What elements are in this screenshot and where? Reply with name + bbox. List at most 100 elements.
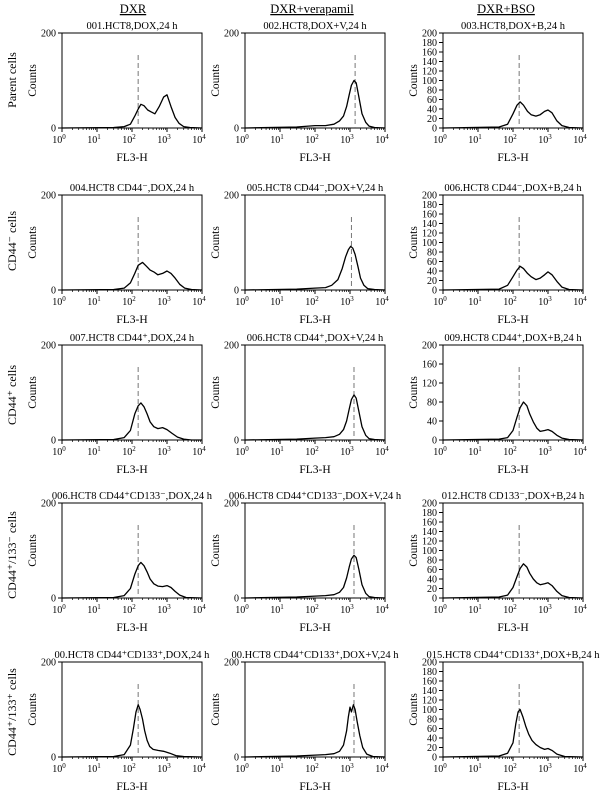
y-tick-label: 0 (432, 436, 437, 447)
y-axis-label: Counts (408, 64, 420, 97)
y-tick-label: 20 (427, 276, 437, 287)
x-axis-label: FL3-H (497, 152, 528, 164)
x-tick-label: 101 (87, 295, 101, 308)
y-tick-label: 100 (422, 705, 437, 716)
x-tick-label: 101 (270, 445, 284, 458)
y-tick-label: 200 (41, 341, 56, 352)
x-tick-label: 104 (573, 133, 587, 146)
y-tick-label: 80 (427, 248, 437, 259)
x-tick-label: 102 (305, 133, 319, 146)
y-tick-label: 0 (51, 436, 56, 447)
panel-title: 002.HCT8,DOX+V,24 h (263, 21, 367, 32)
y-tick-label: 200 (422, 341, 437, 352)
x-tick-label: 104 (192, 762, 206, 775)
x-tick-label: 100 (235, 295, 249, 308)
x-tick-label: 102 (122, 295, 136, 308)
x-tick-label: 103 (538, 445, 552, 458)
x-tick-label: 104 (375, 133, 389, 146)
x-tick-label: 101 (468, 445, 482, 458)
x-axis-label: FL3-H (299, 152, 330, 164)
x-tick-label: 104 (192, 295, 206, 308)
y-tick-label: 200 (41, 658, 56, 669)
y-tick-label: 180 (422, 200, 437, 211)
row-label-parent-cells: Parent cells (5, 52, 19, 108)
x-tick-label: 101 (468, 133, 482, 146)
x-tick-label: 103 (340, 762, 354, 775)
plot-frame (244, 32, 386, 129)
x-tick-label: 100 (235, 445, 249, 458)
row-label-cd44-pos-133-pos-cells: CD44⁺/133⁺ cells (5, 668, 19, 756)
y-axis-label: Counts (27, 693, 39, 726)
y-axis-label: Counts (408, 534, 420, 567)
x-tick-label: 104 (375, 762, 389, 775)
y-tick-label: 200 (224, 191, 239, 202)
panel-title: 015.HCT8 CD44⁺CD133⁺,DOX+B,24 h (426, 650, 600, 661)
y-tick-label: 120 (422, 379, 437, 390)
y-tick-label: 80 (427, 556, 437, 567)
y-tick-label: 100 (422, 546, 437, 557)
plot-frame (244, 502, 386, 599)
y-tick-label: 120 (422, 696, 437, 707)
y-tick-label: 200 (422, 658, 437, 669)
x-axis-label: FL3-H (497, 464, 528, 476)
histogram-line (442, 101, 584, 129)
x-tick-label: 102 (305, 762, 319, 775)
x-tick-label: 104 (573, 762, 587, 775)
y-tick-label: 200 (422, 29, 437, 40)
x-axis-label: FL3-H (116, 314, 147, 326)
y-tick-label: 40 (427, 267, 437, 278)
y-tick-label: 180 (422, 508, 437, 519)
histogram-line (442, 708, 584, 758)
y-tick-label: 100 (422, 238, 437, 249)
y-tick-label: 180 (422, 667, 437, 678)
y-tick-label: 0 (51, 753, 56, 764)
x-tick-label: 101 (87, 762, 101, 775)
x-tick-label: 103 (157, 603, 171, 616)
x-axis-label: FL3-H (497, 622, 528, 634)
x-tick-label: 100 (235, 762, 249, 775)
x-tick-label: 102 (305, 445, 319, 458)
y-axis-label: Counts (210, 64, 222, 97)
column-header-dxr-bso: DXR+BSO (477, 2, 535, 16)
histogram-panel: 012.HCT8 CD133⁻,DOX+B,24 h02040608010012… (408, 491, 587, 634)
x-tick-label: 101 (468, 762, 482, 775)
y-tick-label: 120 (422, 67, 437, 78)
x-tick-label: 100 (433, 445, 447, 458)
y-axis-label: Counts (27, 226, 39, 259)
y-axis-label: Counts (210, 376, 222, 409)
y-tick-label: 60 (427, 257, 437, 268)
row-labels: Parent cells CD44⁻ cells CD44⁺ cells CD4… (5, 52, 19, 756)
x-tick-label: 104 (573, 603, 587, 616)
y-axis-label: Counts (27, 534, 39, 567)
x-tick-label: 102 (305, 295, 319, 308)
y-tick-label: 40 (427, 734, 437, 745)
x-axis-label: FL3-H (116, 464, 147, 476)
plot-frame (244, 661, 386, 758)
x-tick-label: 104 (375, 295, 389, 308)
panel-title: 006.HCT8 CD44⁺,DOX+V,24 h (247, 333, 384, 344)
y-tick-label: 40 (427, 575, 437, 586)
y-axis-label: Counts (408, 226, 420, 259)
histogram-line (244, 79, 386, 129)
panel-title: 004.HCT8 CD44⁻,DOX,24 h (70, 183, 195, 194)
y-tick-label: 200 (422, 499, 437, 510)
x-axis-label: FL3-H (299, 464, 330, 476)
x-tick-label: 101 (270, 133, 284, 146)
y-axis-label: Counts (210, 226, 222, 259)
x-tick-label: 104 (375, 603, 389, 616)
row-label-cd44-pos-cells: CD44⁺ cells (5, 365, 19, 425)
x-tick-label: 101 (270, 762, 284, 775)
panel-title: 006.HCT8 CD44⁺CD133⁻,DOX+V,24 h (229, 491, 402, 502)
y-tick-label: 0 (234, 124, 239, 135)
x-tick-label: 100 (235, 133, 249, 146)
histogram-panel: 009.HCT8 CD44⁺,DOX+B,24 h 0 40 80 120 160 200 1… (408, 333, 587, 476)
y-tick-label: 20 (427, 584, 437, 595)
panel-title: 006.HCT8 CD44⁺CD133⁻,DOX,24 h (52, 491, 213, 502)
y-tick-label: 0 (432, 594, 437, 605)
x-tick-label: 103 (157, 295, 171, 308)
x-tick-label: 103 (157, 133, 171, 146)
x-tick-label: 103 (340, 445, 354, 458)
panel-title: 00.HCT8 CD44⁺CD133⁺,DOX,24 h (55, 650, 211, 661)
y-tick-label: 200 (224, 341, 239, 352)
y-tick-label: 0 (234, 594, 239, 605)
